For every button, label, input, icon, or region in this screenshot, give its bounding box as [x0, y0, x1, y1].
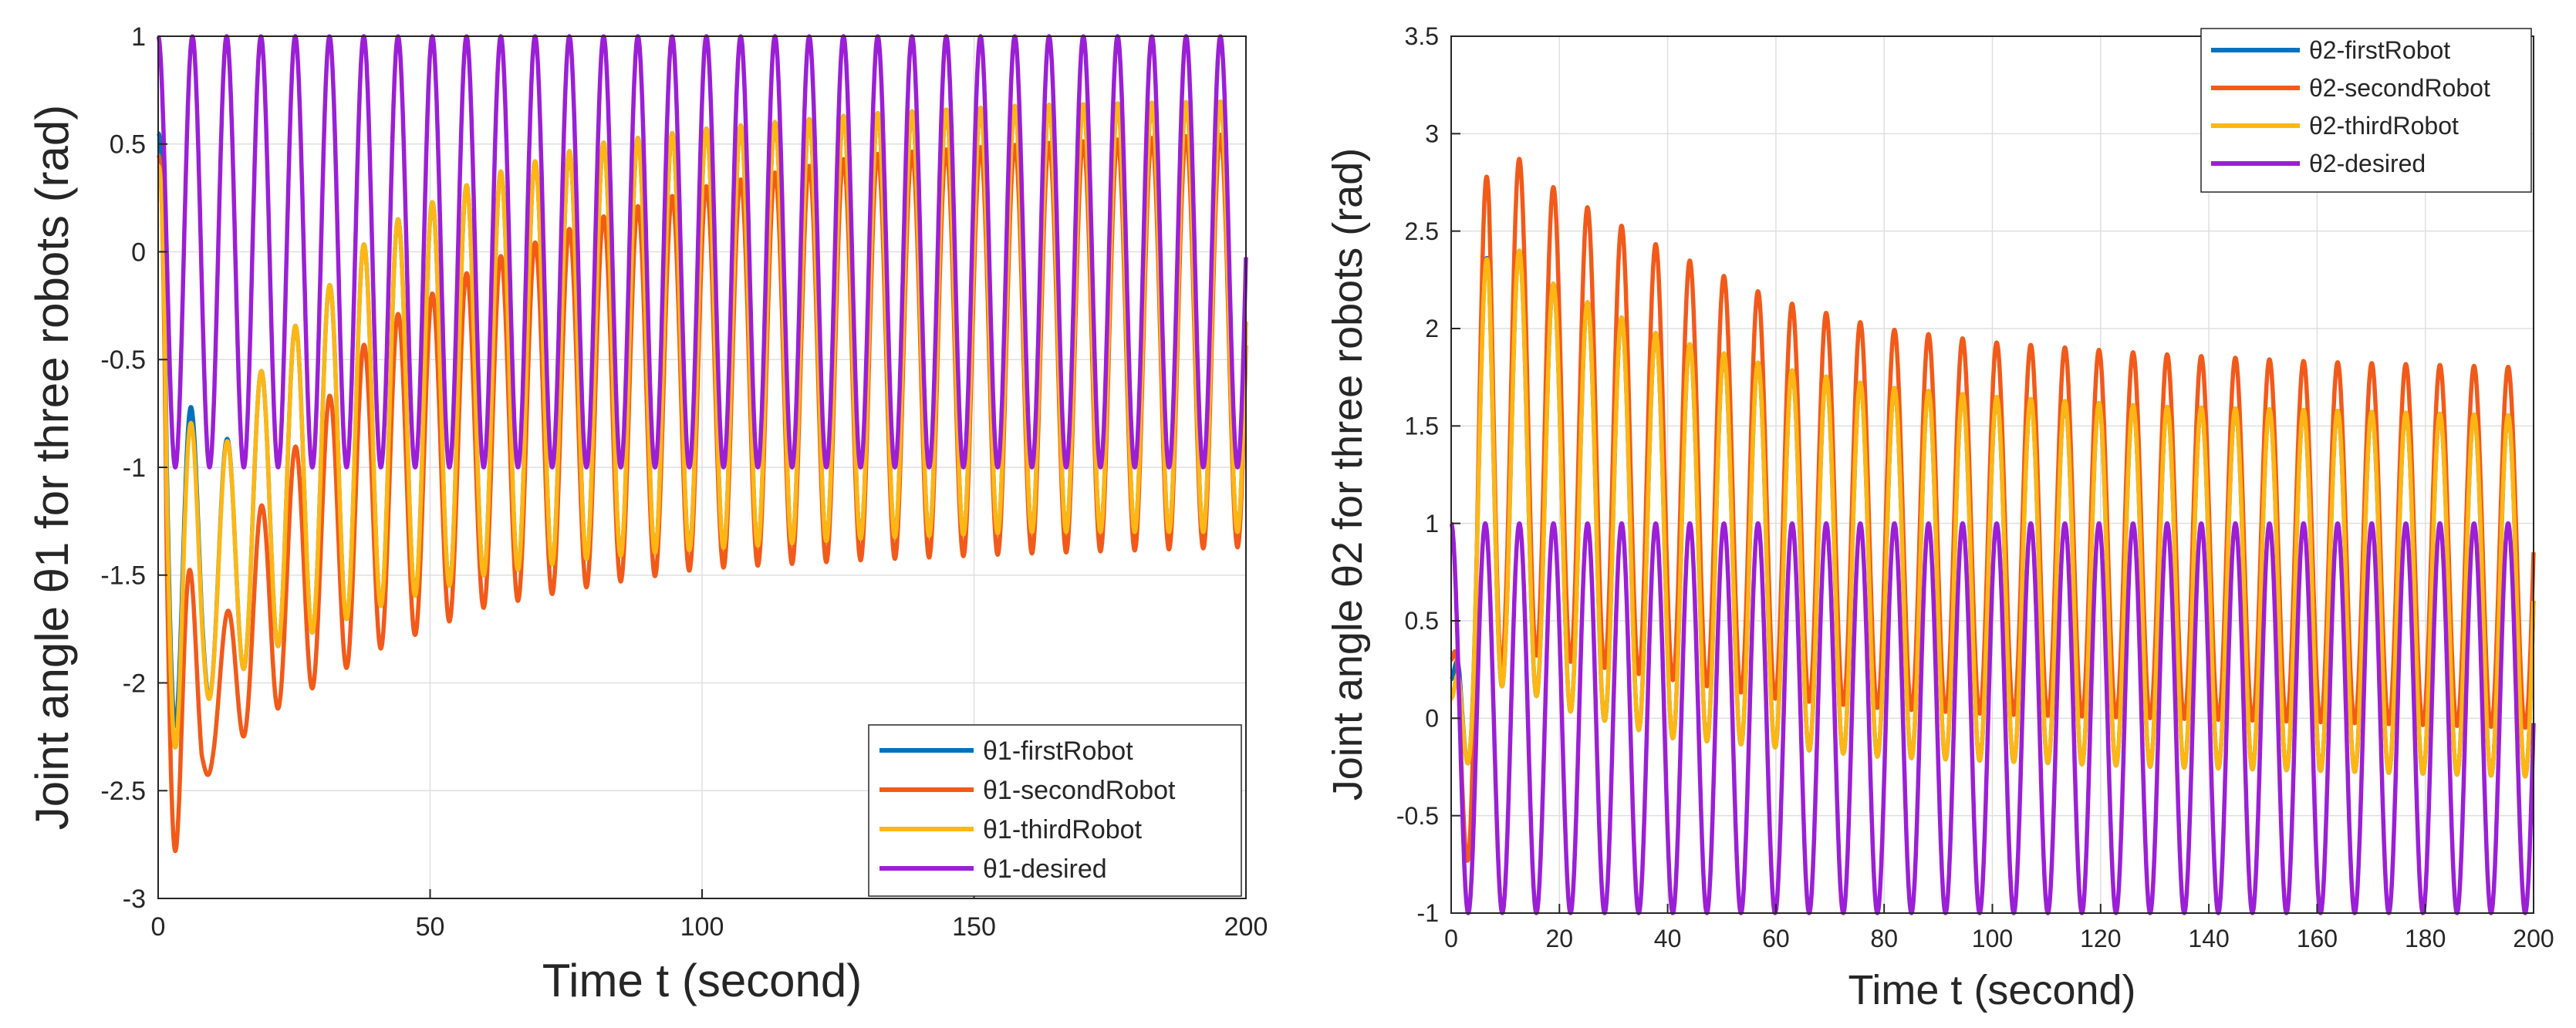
- y-axis-label-theta1: Joint angle θ1 for three robots (rad): [26, 105, 78, 831]
- series-theta1: [156, 34, 1248, 854]
- y-tick-label-theta1: 0.5: [110, 130, 146, 160]
- y-axis-label-theta2: Joint angle θ2 for three robots (rad): [1325, 148, 1371, 800]
- y-tick-label-theta2: 1.5: [1405, 413, 1439, 440]
- x-tick-label-theta2: 40: [1654, 925, 1682, 952]
- x-tick-label-theta2: 140: [2188, 925, 2229, 952]
- x-tick-label-theta2: 80: [1870, 925, 1898, 952]
- ticks-theta2: 0 20 40 60 80 100 120 140 160 180 200 -1 -0.5 0 0.5 1 1.…: [1396, 22, 2554, 952]
- y-tick-label-theta1: -2.5: [100, 777, 146, 806]
- ticks-theta1: 0 50 100 150 200 -3 -2.5 -2 -1.5 -1 -0.5 0 0.5 1: [100, 22, 1268, 942]
- x-axis-label-theta2: Time t (second): [1848, 967, 2135, 1013]
- x-tick-label-theta2: 160: [2297, 925, 2338, 952]
- y-tick-label-theta2: 0: [1425, 705, 1439, 733]
- x-tick-label-theta2: 0: [1444, 925, 1458, 952]
- y-tick-label-theta2: 0.5: [1405, 607, 1439, 635]
- legend-label-theta1-third: θ1-thirdRobot: [983, 815, 1143, 844]
- legend-theta2: θ2-firstRobot θ2-secondRobot θ2-thirdRob…: [2200, 28, 2532, 193]
- y-tick-label-theta1: 0: [131, 238, 146, 267]
- y-tick-label-theta2: -0.5: [1396, 802, 1439, 830]
- y-tick-label-theta2: -1: [1417, 899, 1439, 927]
- y-tick-label-theta1: -0.5: [100, 345, 146, 375]
- x-tick-label-theta2: 60: [1762, 925, 1790, 952]
- x-tick-label-theta2: 100: [1972, 925, 2013, 952]
- legend-label-theta2-second: θ2-secondRobot: [2309, 74, 2490, 102]
- legend-label-theta2-first: θ2-firstRobot: [2309, 36, 2450, 64]
- x-tick-label-theta1: 150: [952, 912, 996, 942]
- series-line-theta2-desired: [1449, 521, 2536, 915]
- x-tick-label-theta1: 100: [680, 912, 724, 942]
- y-tick-label-theta1: -1.5: [100, 561, 146, 591]
- legend-theta1: θ1-firstRobot θ1-secondRobot θ1-thirdRob…: [868, 724, 1242, 897]
- x-axis-label-theta1: Time t (second): [542, 955, 863, 1006]
- series-line-theta2-thirdRobot: [1449, 248, 2536, 779]
- legend-label-theta2-desired: θ2-desired: [2309, 150, 2426, 177]
- legend-label-theta1-first: θ1-firstRobot: [983, 736, 1133, 766]
- x-tick-label-theta1: 200: [1224, 912, 1268, 942]
- legend-label-theta1-desired: θ1-desired: [983, 854, 1107, 884]
- x-tick-label-theta2: 120: [2080, 925, 2121, 952]
- y-tick-label-theta1: -1: [123, 453, 146, 483]
- chart-theta2: 0 20 40 60 80 100 120 140 160 180 200 -1 -0.5 0 0.5 1 1.…: [1325, 22, 2554, 1013]
- y-tick-label-theta1: -2: [123, 669, 146, 698]
- x-tick-label-theta1: 50: [416, 912, 445, 942]
- y-tick-label-theta1: -3: [123, 885, 146, 914]
- chart-theta1: 0 50 100 150 200 -3 -2.5 -2 -1.5 -1 -0.5 0 0.5 1 Time…: [26, 22, 1268, 1006]
- x-tick-label-theta2: 200: [2513, 925, 2554, 952]
- series-line-theta1-desired: [156, 34, 1248, 470]
- y-tick-label-theta2: 3.5: [1405, 22, 1439, 50]
- x-tick-label-theta2: 20: [1546, 925, 1574, 952]
- y-tick-label-theta2: 2.5: [1405, 217, 1439, 245]
- x-tick-label-theta2: 180: [2405, 925, 2446, 952]
- series-theta2: [1449, 157, 2536, 915]
- legend-label-theta1-second: θ1-secondRobot: [983, 776, 1176, 805]
- legend-label-theta2-third: θ2-thirdRobot: [2309, 112, 2459, 140]
- y-tick-label-theta2: 1: [1425, 510, 1439, 538]
- y-tick-label-theta1: 1: [131, 22, 146, 52]
- x-tick-label-theta1: 0: [151, 912, 166, 942]
- y-tick-label-theta2: 2: [1425, 315, 1439, 342]
- y-tick-label-theta2: 3: [1425, 120, 1439, 148]
- series-line-theta1-thirdRobot: [156, 99, 1248, 750]
